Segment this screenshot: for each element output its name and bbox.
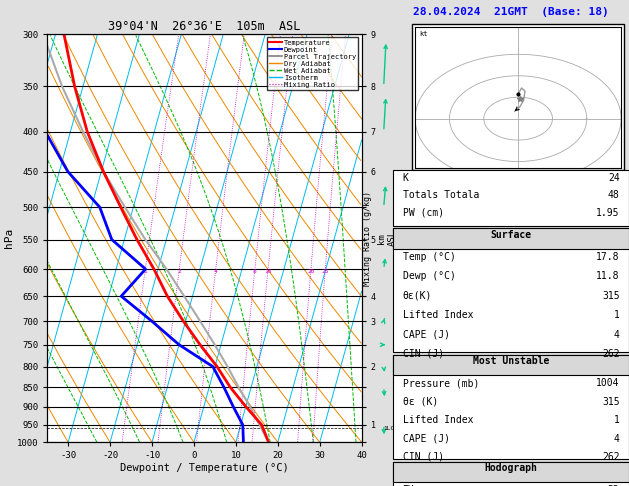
Text: 4: 4	[614, 434, 620, 444]
Bar	[393, 355, 629, 375]
Text: 1004: 1004	[596, 378, 620, 388]
Text: 4: 4	[214, 269, 218, 274]
Text: 17.8: 17.8	[596, 252, 620, 262]
Bar	[412, 24, 625, 170]
Text: 315: 315	[602, 397, 620, 407]
Text: 315: 315	[602, 291, 620, 301]
Text: 25: 25	[321, 269, 329, 274]
Text: 2: 2	[177, 269, 181, 274]
Text: 262: 262	[602, 349, 620, 359]
Text: Temp (°C): Temp (°C)	[403, 252, 455, 262]
Text: 8: 8	[253, 269, 257, 274]
Text: 28.04.2024  21GMT  (Base: 18): 28.04.2024 21GMT (Base: 18)	[413, 7, 609, 17]
Text: CAPE (J): CAPE (J)	[403, 434, 450, 444]
Text: θε(K): θε(K)	[403, 291, 432, 301]
Text: kt: kt	[420, 31, 428, 37]
Text: 48: 48	[608, 190, 620, 200]
Text: Lifted Index: Lifted Index	[403, 310, 473, 320]
Text: 262: 262	[602, 452, 620, 462]
X-axis label: Dewpoint / Temperature (°C): Dewpoint / Temperature (°C)	[120, 463, 289, 473]
Text: K: K	[403, 173, 408, 183]
Text: Surface: Surface	[491, 230, 532, 240]
Text: Lifted Index: Lifted Index	[403, 415, 473, 425]
Text: 24: 24	[608, 173, 620, 183]
Bar	[393, 228, 629, 352]
Text: 11.8: 11.8	[596, 271, 620, 281]
Text: Totals Totala: Totals Totala	[403, 190, 479, 200]
Title: 39°04'N  26°36'E  105m  ASL: 39°04'N 26°36'E 105m ASL	[108, 20, 301, 33]
Text: 4: 4	[614, 330, 620, 340]
Text: 1LCL: 1LCL	[384, 426, 399, 431]
Bar	[393, 228, 629, 249]
Text: Most Unstable: Most Unstable	[473, 356, 549, 366]
Text: Dewp (°C): Dewp (°C)	[403, 271, 455, 281]
Text: 1.95: 1.95	[596, 208, 620, 218]
Text: 20: 20	[307, 269, 314, 274]
Bar	[393, 170, 629, 226]
Bar	[393, 462, 629, 482]
Text: θε (K): θε (K)	[403, 397, 438, 407]
Text: 1: 1	[614, 310, 620, 320]
Bar	[393, 462, 629, 486]
Text: Mixing Ratio (g/kg): Mixing Ratio (g/kg)	[364, 191, 372, 286]
Text: 1: 1	[143, 269, 147, 274]
Text: CIN (J): CIN (J)	[403, 452, 443, 462]
Text: Pressure (mb): Pressure (mb)	[403, 378, 479, 388]
Text: Hodograph: Hodograph	[484, 463, 538, 473]
Legend: Temperature, Dewpoint, Parcel Trajectory, Dry Adiabat, Wet Adiabat, Isotherm, Mi: Temperature, Dewpoint, Parcel Trajectory…	[267, 37, 358, 90]
Y-axis label: km
ASL: km ASL	[377, 230, 396, 246]
Text: EH: EH	[403, 485, 415, 486]
Text: 32: 32	[608, 485, 620, 486]
Text: 10: 10	[264, 269, 272, 274]
Text: CAPE (J): CAPE (J)	[403, 330, 450, 340]
Text: CIN (J): CIN (J)	[403, 349, 443, 359]
Text: 1: 1	[614, 415, 620, 425]
Y-axis label: hPa: hPa	[4, 228, 14, 248]
Text: PW (cm): PW (cm)	[403, 208, 443, 218]
Bar	[393, 355, 629, 459]
